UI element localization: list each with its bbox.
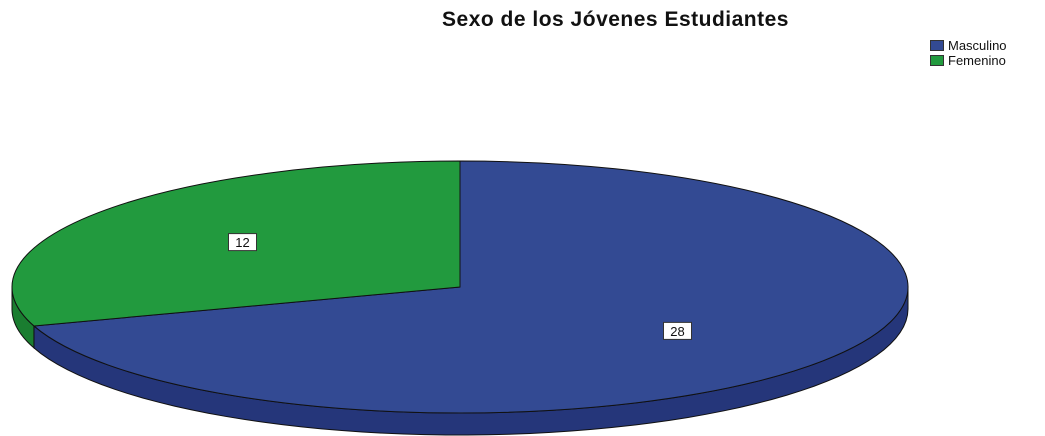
legend-label-femenino: Femenino xyxy=(948,53,1006,68)
legend-swatch-masculino xyxy=(930,40,944,51)
data-label-femenino: 12 xyxy=(228,233,257,252)
chart-title: Sexo de los Jóvenes Estudiantes xyxy=(0,8,1045,32)
pie-slice-masculino xyxy=(32,160,909,414)
legend-item-masculino: Masculino xyxy=(930,38,1007,53)
data-label-box xyxy=(228,233,257,252)
legend-swatch-femenino xyxy=(930,55,944,66)
data-label-masculino: 28 xyxy=(663,321,692,340)
pie-data-labels: 28 12 xyxy=(228,233,692,340)
legend-item-femenino: Femenino xyxy=(930,53,1007,68)
legend-label-masculino: Masculino xyxy=(948,38,1007,53)
data-label-text: 12 xyxy=(235,235,249,250)
chart-title-text: Sexo de los Jóvenes Estudiantes xyxy=(442,8,789,31)
data-label-text: 28 xyxy=(670,324,684,339)
legend: Masculino Femenino xyxy=(930,38,1007,68)
pie-slices xyxy=(11,160,909,414)
data-label-box xyxy=(663,321,692,340)
